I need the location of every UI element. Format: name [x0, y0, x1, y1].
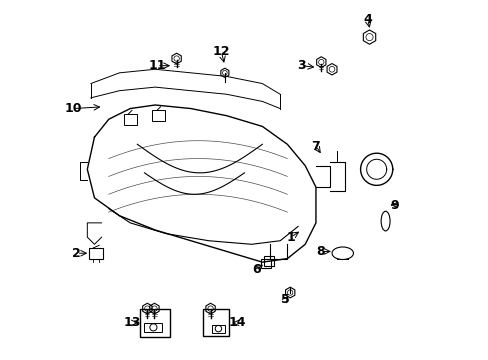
Bar — [152, 111, 165, 121]
Text: 2: 2 — [72, 247, 81, 260]
Text: 11: 11 — [148, 59, 165, 72]
Text: 14: 14 — [228, 316, 245, 329]
Text: 6: 6 — [252, 263, 261, 276]
Bar — [89, 248, 103, 258]
Bar — [260, 258, 271, 267]
Text: 10: 10 — [64, 102, 81, 115]
Text: 12: 12 — [212, 45, 229, 58]
Text: 9: 9 — [389, 198, 398, 212]
Bar — [123, 114, 136, 125]
Text: 8: 8 — [316, 245, 325, 258]
Bar — [211, 325, 225, 333]
Text: 1: 1 — [286, 231, 295, 244]
Text: 4: 4 — [363, 13, 371, 26]
Text: 13: 13 — [123, 316, 141, 329]
Text: 3: 3 — [297, 59, 305, 72]
Bar — [144, 323, 162, 332]
Text: 7: 7 — [311, 140, 320, 153]
Text: 5: 5 — [281, 293, 289, 306]
Bar — [202, 310, 229, 336]
Bar — [140, 309, 170, 337]
Bar — [264, 256, 274, 266]
